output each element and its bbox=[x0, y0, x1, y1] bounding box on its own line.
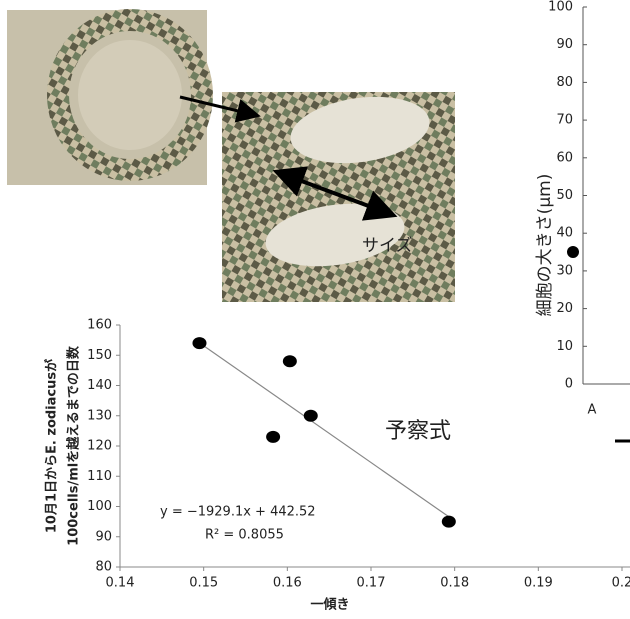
y-tick-label: 120 bbox=[87, 439, 112, 454]
y-tick-label: 80 bbox=[556, 75, 573, 90]
equation: y = −1929.1x + 442.52 bbox=[160, 505, 316, 520]
x-tick-label: 0.18 bbox=[440, 576, 469, 591]
y-tick-label: 90 bbox=[556, 37, 573, 52]
y-tick-label: 30 bbox=[556, 263, 573, 278]
annotation: 予察式 bbox=[385, 419, 451, 444]
point bbox=[304, 410, 318, 422]
y-tick-label: 160 bbox=[87, 318, 112, 333]
r-squared: R² = 0.8055 bbox=[205, 528, 284, 543]
point bbox=[192, 337, 206, 349]
y-axis-label: 細胞の大きさ(μm) bbox=[535, 174, 555, 317]
y-tick-label: 80 bbox=[95, 560, 112, 575]
y-tick-label: 110 bbox=[87, 469, 112, 484]
y-axis-label: 10月1日からE. zodiacusが bbox=[44, 359, 60, 533]
y-tick-label: 90 bbox=[95, 529, 112, 544]
x-tick-label: 0.14 bbox=[106, 576, 135, 591]
y-axis-label: 100cells/mlを越えるまでの日数 bbox=[66, 345, 82, 546]
x-axis-label: 一傾き bbox=[310, 597, 349, 613]
point bbox=[567, 246, 579, 258]
x-tick-label: 0.19 bbox=[524, 576, 553, 591]
x-tick-label: A bbox=[588, 403, 597, 418]
y-tick-label: 70 bbox=[556, 113, 573, 128]
y-tick-label: 50 bbox=[556, 188, 573, 203]
x-tick-label: 0.16 bbox=[273, 576, 302, 591]
x-tick-label: 0.15 bbox=[189, 576, 218, 591]
y-tick-label: 40 bbox=[556, 226, 573, 241]
y-tick-label: 100 bbox=[548, 0, 573, 15]
y-tick-label: 0 bbox=[565, 377, 573, 392]
y-tick-label: 130 bbox=[87, 408, 112, 423]
x-tick-label: 0.17 bbox=[357, 576, 386, 591]
page: サイズ 80901001101201301401501600.140.150.1… bbox=[0, 0, 630, 619]
y-tick-label: 20 bbox=[556, 301, 573, 316]
y-tick-label: 150 bbox=[87, 348, 112, 363]
point bbox=[266, 431, 280, 443]
y-tick-label: 60 bbox=[556, 150, 573, 165]
x-tick-label: 0.2 bbox=[612, 576, 630, 591]
photo-label: サイズ bbox=[362, 236, 413, 256]
y-tick-label: 140 bbox=[87, 378, 112, 393]
y-tick-label: 10 bbox=[556, 339, 573, 354]
point bbox=[283, 355, 297, 367]
y-tick-label: 100 bbox=[87, 499, 112, 514]
photo-1 bbox=[7, 10, 207, 185]
point bbox=[442, 516, 456, 528]
